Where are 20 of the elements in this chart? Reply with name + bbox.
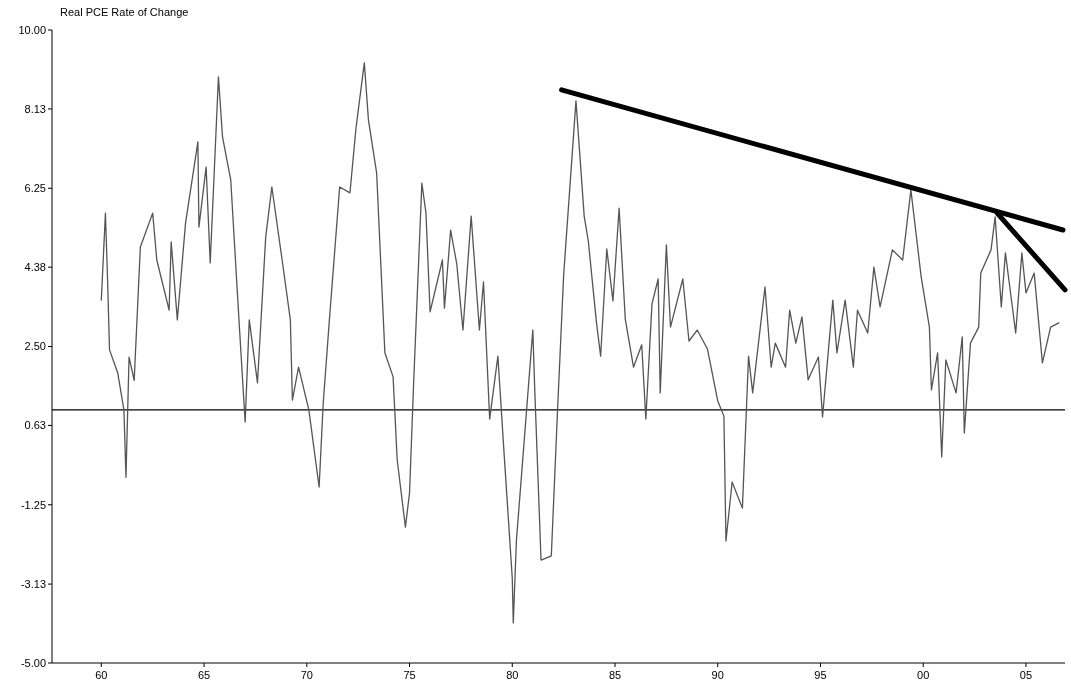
x-tick-label: 05 [1019, 669, 1033, 681]
y-tick-label: -5.00 [20, 656, 46, 669]
chart-title: Real PCE Rate of Change [60, 6, 189, 18]
y-tick-label: -3.13 [20, 577, 46, 590]
x-tick-label: 65 [197, 669, 211, 681]
y-tick-label: 6.25 [24, 182, 46, 195]
y-tick-label: 10.00 [18, 23, 46, 36]
y-tick-label: 0.63 [24, 419, 46, 432]
x-tick-label: 00 [917, 669, 930, 681]
x-tick-label: 70 [300, 669, 313, 681]
x-tick-label: 90 [711, 669, 724, 681]
y-tick-label: 4.38 [24, 261, 46, 274]
x-tick-label: 95 [814, 669, 827, 681]
x-tick-label: 75 [403, 669, 416, 681]
x-tick-label: 80 [506, 669, 519, 681]
y-tick-label: -1.25 [20, 498, 46, 511]
y-tick-label: 2.50 [24, 340, 46, 353]
y-tick-label: 8.13 [24, 102, 46, 115]
x-tick-label: 85 [608, 669, 622, 681]
x-tick-label: 60 [95, 669, 108, 681]
